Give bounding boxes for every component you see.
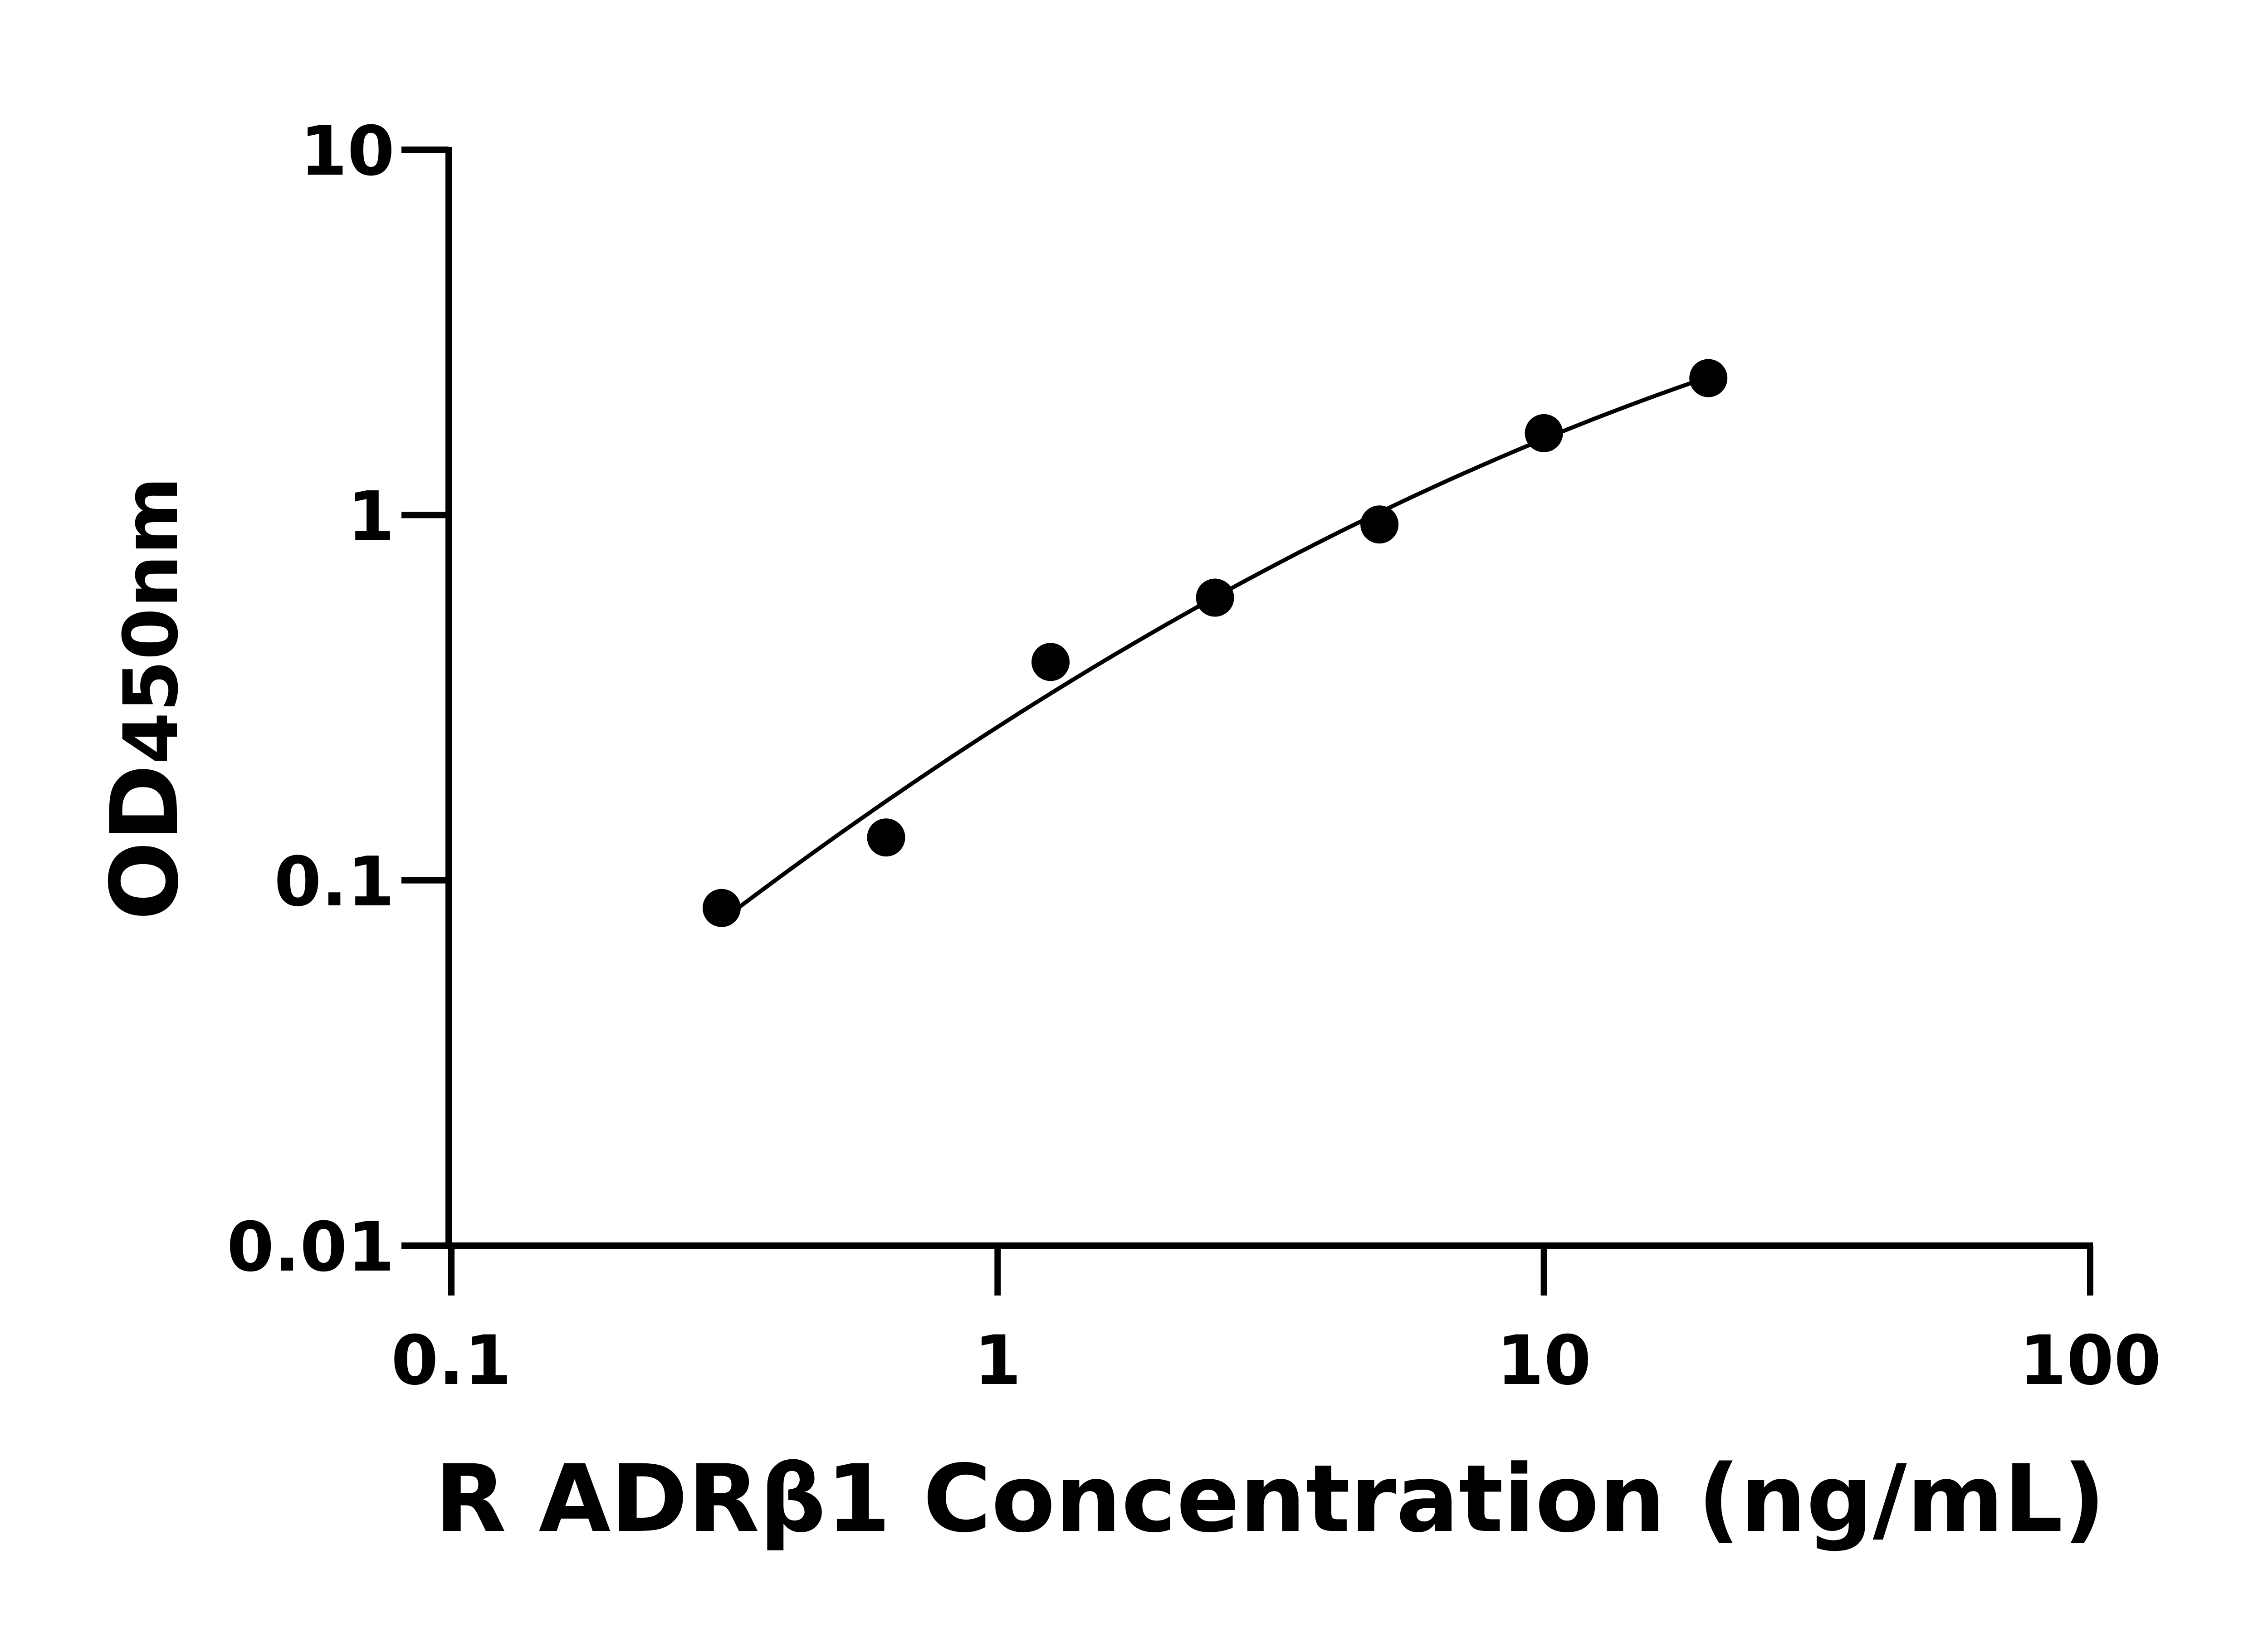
data-points	[702, 359, 1728, 927]
x-tick-label: 100	[2019, 1321, 2161, 1400]
data-point	[702, 889, 741, 927]
data-point	[867, 818, 905, 857]
data-point	[1525, 414, 1563, 452]
x-tick-label: 1	[974, 1321, 1021, 1400]
x-tick-label: 10	[1496, 1321, 1591, 1400]
ticks: 0.1 1 10 100 0.01 0.1 1 10	[227, 112, 2161, 1400]
x-tick-label: 0.1	[391, 1321, 512, 1400]
y-axis-title-sub: 450nm	[108, 477, 195, 764]
axes	[445, 147, 2093, 1249]
y-tick-label: 0.01	[227, 1208, 395, 1287]
y-tick-label: 10	[300, 112, 395, 191]
y-axis-title-main: OD	[91, 764, 199, 920]
y-tick-label: 0.1	[274, 843, 395, 922]
data-point	[1196, 578, 1234, 617]
data-point	[1360, 505, 1399, 544]
x-axis-title: R ADRβ1 Concentration (ng/mL)	[435, 1445, 2105, 1553]
y-tick-label: 1	[347, 477, 395, 556]
data-point	[1689, 359, 1728, 397]
data-point	[1031, 643, 1070, 681]
y-axis-title: OD450nm	[91, 477, 199, 920]
